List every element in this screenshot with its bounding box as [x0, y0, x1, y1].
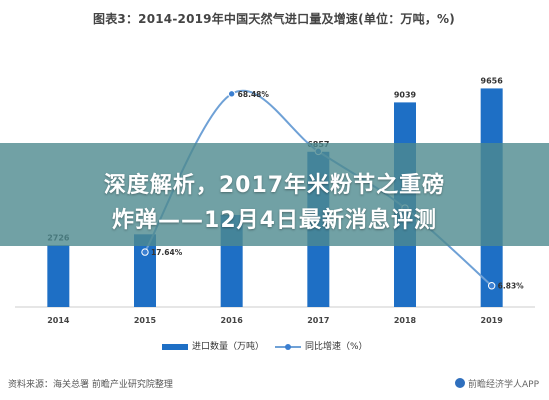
source-note: 资料来源：海关总署 前瞻产业研究院整理 — [8, 380, 173, 390]
legend-swatch-line — [275, 343, 301, 350]
growth-label-2015: 17.64% — [151, 248, 183, 257]
brand-logo-icon — [454, 378, 465, 388]
headline-line-2: 炸弹——12月4日最新消息评测 — [112, 208, 437, 233]
chart-legend: 进口数量（万吨） 同比增速（%） — [0, 339, 549, 353]
x-tick-2018: 2018 — [394, 316, 417, 325]
brand-watermark: 前瞻经济学人APP — [454, 377, 539, 390]
bar-2014 — [47, 245, 70, 307]
legend-label-growth-rate: 同比增速（%） — [305, 342, 368, 352]
growth-label-2019: 6.83% — [498, 282, 525, 291]
x-tick-2015: 2015 — [134, 316, 157, 325]
x-tick-2017: 2017 — [307, 316, 329, 325]
growth-label-2016: 68.48% — [238, 90, 270, 99]
bar-label-2018: 9039 — [394, 90, 417, 99]
x-tick-2014: 2014 — [47, 316, 70, 325]
legend-label-import-volume: 进口数量（万吨） — [192, 342, 265, 352]
legend-item-growth-rate: 同比增速（%） — [275, 339, 368, 352]
x-tick-2016: 2016 — [221, 316, 244, 325]
legend-item-import-volume: 进口数量（万吨） — [162, 339, 264, 352]
chart-title: 图表3：2014-2019年中国天然气进口量及增速(单位：万吨，%) — [93, 12, 455, 26]
brand-name: 前瞻经济学人APP — [467, 380, 539, 390]
bar-label-2019: 9656 — [481, 76, 504, 85]
x-tick-2019: 2019 — [481, 316, 504, 325]
growth-point-2019 — [487, 282, 496, 290]
headline-banner — [0, 143, 549, 246]
growth-point-2015 — [141, 248, 149, 256]
growth-point-2016 — [227, 90, 236, 98]
headline-line-1: 深度解析，2017年米粉节之重磅 — [103, 173, 446, 198]
legend-swatch-bar — [162, 343, 188, 350]
bar-2015 — [134, 234, 156, 307]
